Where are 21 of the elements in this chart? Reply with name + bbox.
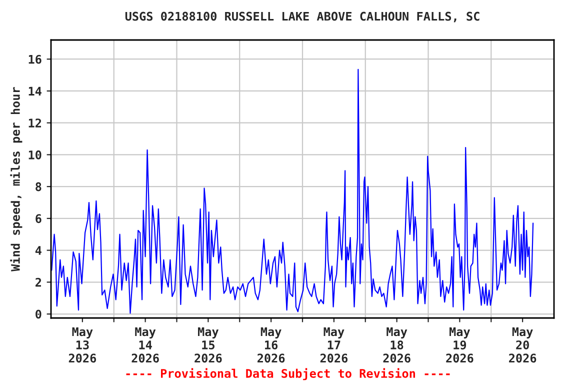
- y-tick-label: 4: [35, 246, 42, 255]
- x-tick-label: May 19 2026: [446, 327, 474, 363]
- y-axis-title: Wind speed, miles per hour: [10, 87, 22, 272]
- y-tick-label: 16: [28, 54, 42, 64]
- x-tick-label: May 18 2026: [383, 327, 410, 363]
- y-tick-label: 0: [36, 310, 42, 319]
- chart-title: USGS 02188100 RUSSELL LAKE ABOVE CALHOUN FALLS, SC: [125, 12, 480, 22]
- x-tick-label: May 13 2026: [68, 327, 96, 363]
- y-tick-label: 14: [28, 86, 42, 96]
- x-tick-label: May 20 2026: [509, 327, 536, 363]
- y-tick-label: 10: [28, 150, 42, 160]
- x-tick-label: May 15 2026: [194, 327, 222, 363]
- y-tick-label: 6: [36, 214, 42, 224]
- text: ---- Provisional Data Subject to Revision ----: [126, 368, 450, 380]
- y-tick-label: 8: [36, 182, 42, 192]
- x-tick-label: May 17 2026: [320, 327, 348, 363]
- y-tick-label: 12: [28, 118, 41, 128]
- y-tick-label: 2: [36, 278, 41, 287]
- line-series: [51, 68, 534, 314]
- x-tick-label: May 16 2026: [258, 327, 285, 363]
- x-tick-label: May 14 2026: [132, 327, 159, 363]
